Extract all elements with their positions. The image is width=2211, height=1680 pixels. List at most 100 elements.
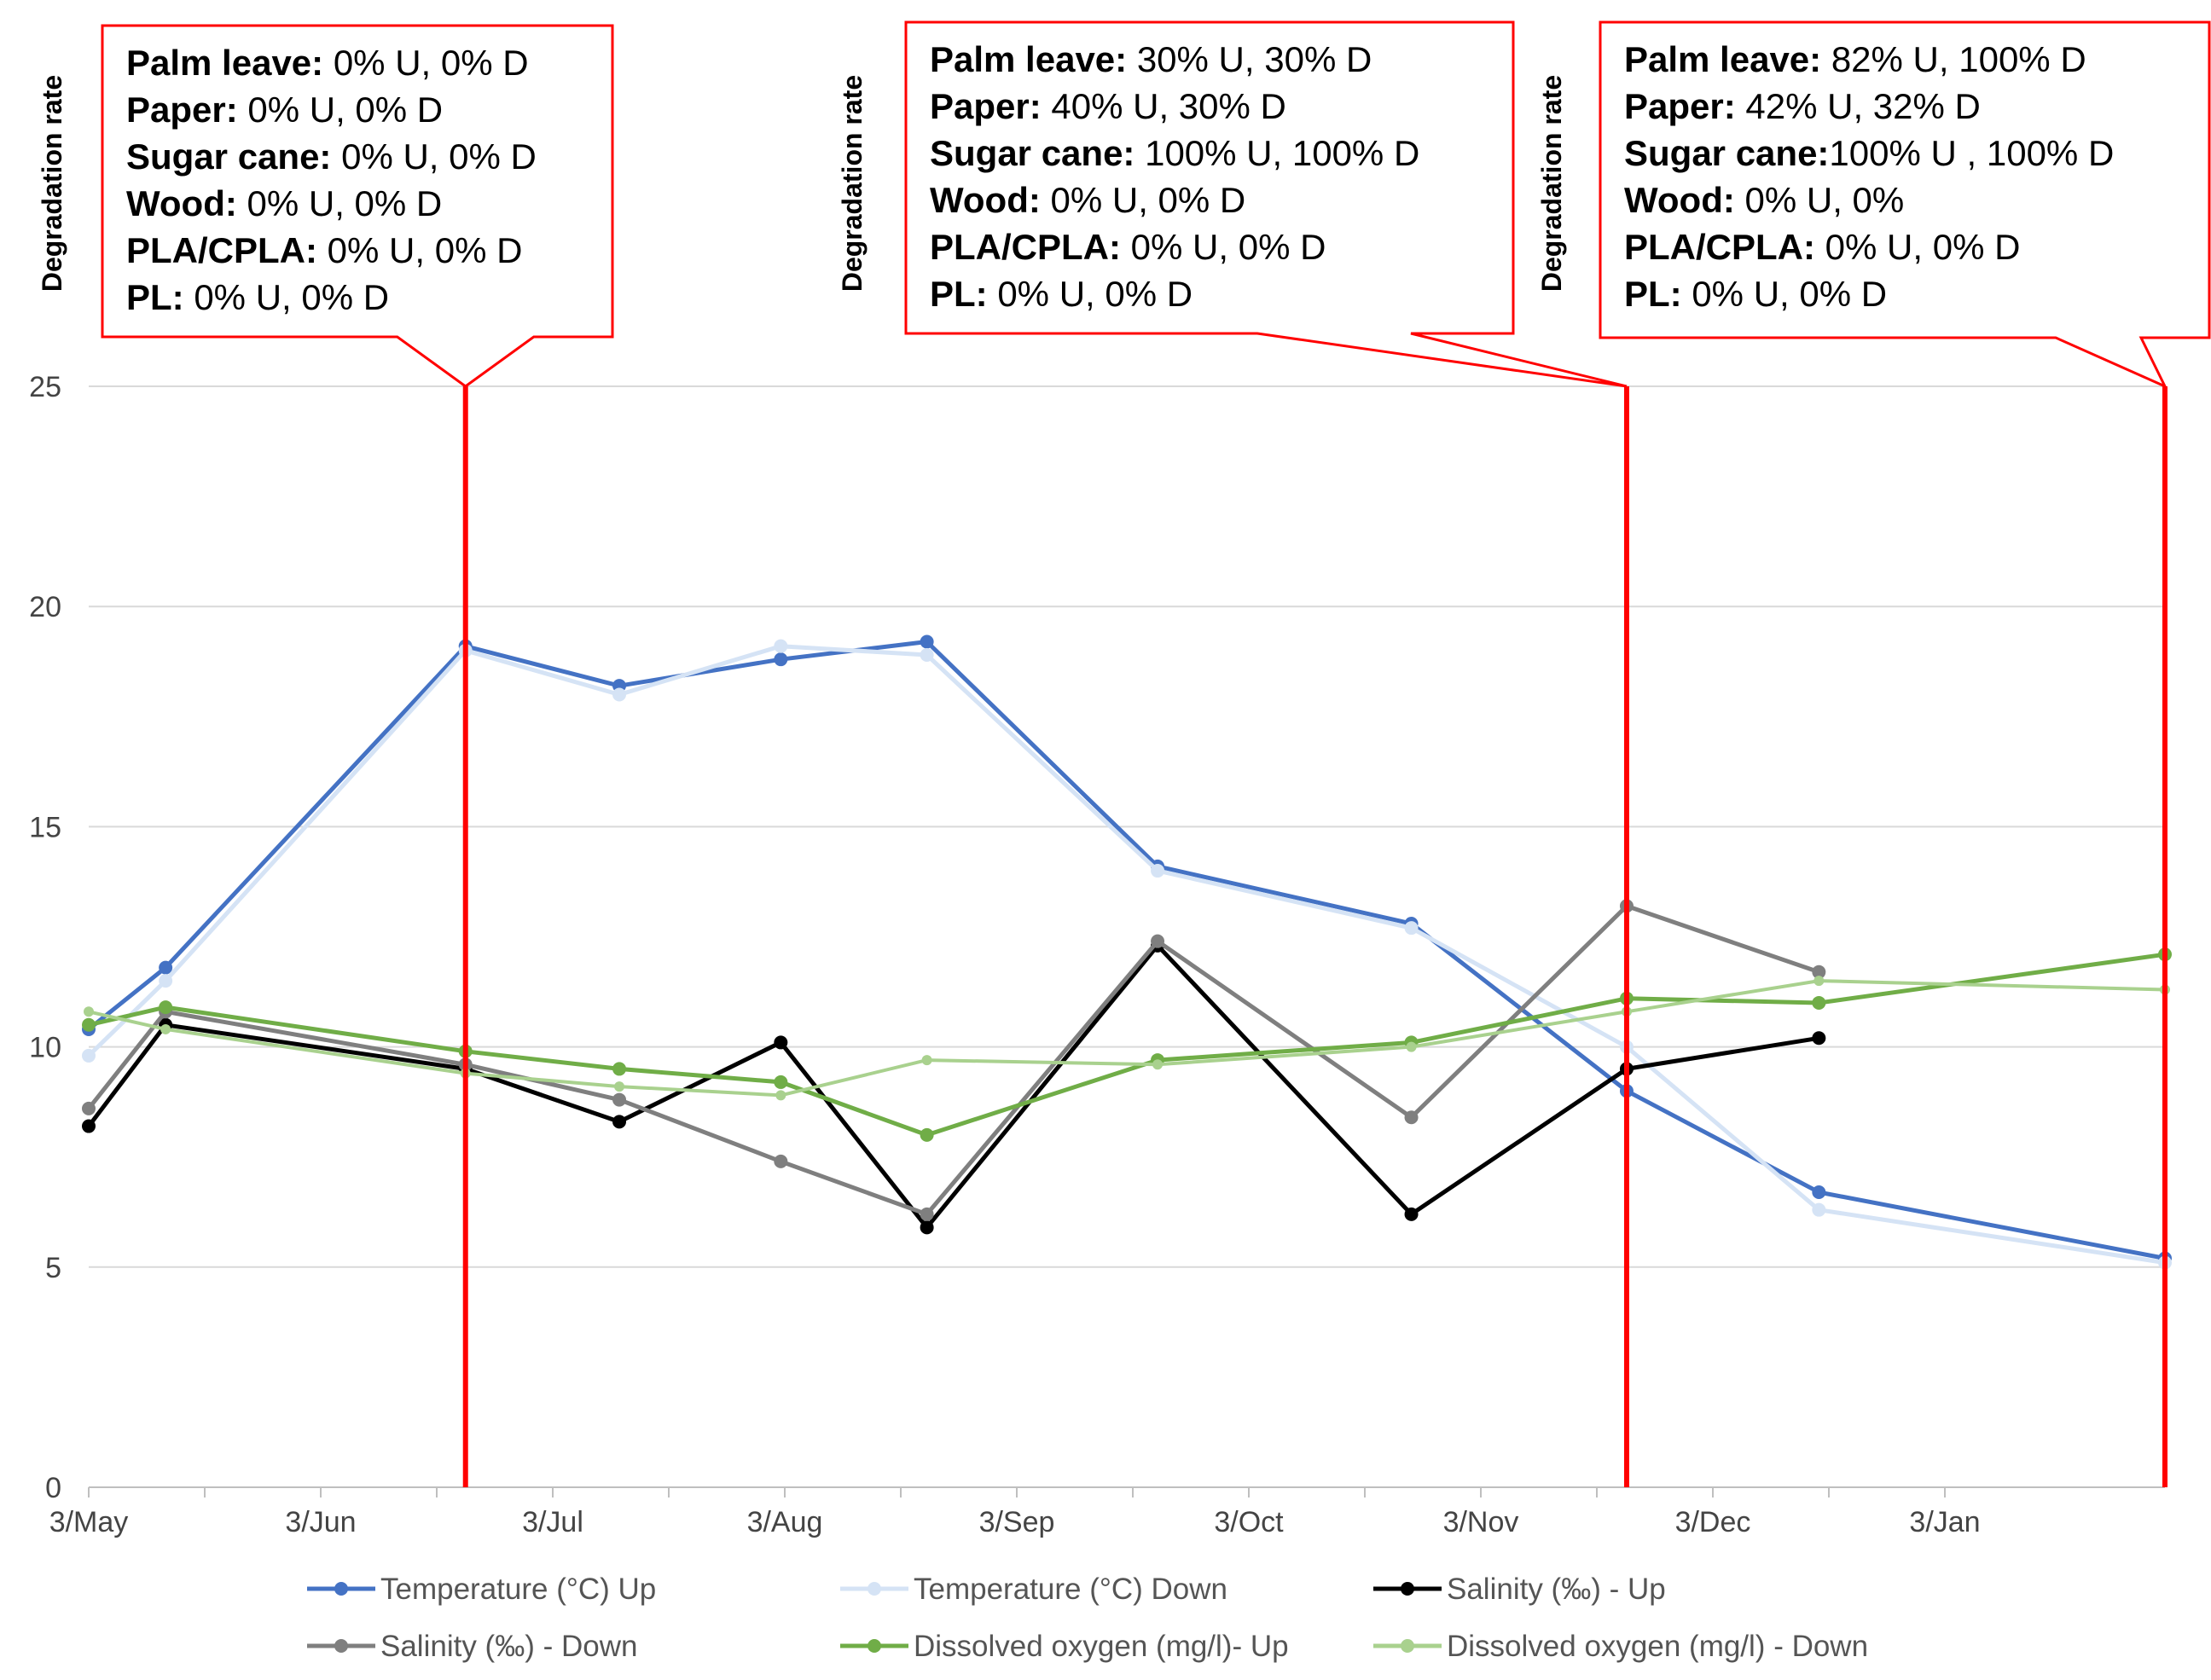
- data-point: [774, 639, 788, 653]
- data-point: [1404, 921, 1419, 936]
- y-tick-label: 20: [29, 591, 61, 623]
- annotation-line-value: 0% U, 0% D: [323, 43, 528, 83]
- data-point: [612, 1092, 627, 1107]
- x-tick-label: 3/Dec: [1675, 1506, 1751, 1538]
- annotation-line-value: 100% U, 100% D: [1135, 133, 1419, 173]
- data-point: [1404, 1207, 1419, 1221]
- legend-item: Temperature (°C) Down: [840, 1573, 1227, 1606]
- annotation-line-label: Sugar cane:: [930, 133, 1135, 173]
- data-point: [612, 1062, 627, 1076]
- data-point: [1406, 1041, 1417, 1052]
- legend-item: Salinity (‰) - Down: [307, 1630, 637, 1663]
- annotation-line-value: 0% U, 0% D: [1121, 227, 1326, 267]
- x-tick-label: 3/May: [49, 1506, 129, 1538]
- annotation-line: Palm leave: 82% U, 100% D: [1624, 39, 2086, 79]
- annotation-line-value: 0% U, 0% D: [238, 90, 443, 130]
- x-tick-label: 3/Oct: [1214, 1506, 1284, 1538]
- data-point: [921, 1055, 932, 1066]
- y-tick-label: 0: [45, 1472, 61, 1504]
- annotation-line: PL: 0% U, 0% D: [126, 277, 389, 317]
- legend-item: Dissolved oxygen (mg/l) - Down: [1373, 1630, 1868, 1663]
- y-tick-label: 15: [29, 811, 61, 843]
- annotation-line-value: 42% U, 32% D: [1736, 86, 1981, 126]
- data-point: [1812, 995, 1826, 1010]
- annotation-line: Palm leave: 0% U, 0% D: [126, 43, 529, 83]
- legend-swatch-marker: [868, 1582, 881, 1596]
- legend-label: Dissolved oxygen (mg/l) - Down: [1447, 1630, 1868, 1663]
- data-point: [160, 1023, 171, 1034]
- x-tick-label: 3/Jan: [1909, 1506, 1980, 1538]
- x-tick-label: 3/Jun: [285, 1506, 356, 1538]
- data-point: [82, 1101, 96, 1115]
- annotation-line: PLA/CPLA: 0% U, 0% D: [930, 227, 1326, 267]
- legend-item: Salinity (‰) - Up: [1373, 1573, 1666, 1606]
- annotation-line-value: 100% U , 100% D: [1829, 133, 2114, 173]
- annotation-line: PL: 0% U, 0% D: [1624, 274, 1887, 314]
- data-point: [159, 960, 173, 975]
- data-point: [920, 1207, 934, 1221]
- series-3: [82, 938, 1826, 1235]
- annotation-line-value: 0% U, 0% D: [988, 274, 1193, 314]
- data-point: [1151, 934, 1165, 948]
- legend: Temperature (°C) Up Temperature (°C) Down…: [307, 1573, 1868, 1663]
- data-point: [774, 1075, 788, 1089]
- annotation-line-value: 0% U, 0% D: [237, 183, 442, 223]
- annotation-line: PLA/CPLA: 0% U, 0% D: [1624, 227, 2020, 267]
- series-line: [87, 943, 1819, 1230]
- axes: 0 5 10 15 20 25 3/May 3/Jun 3/Jul 3/Aug 3/Sep 3/Oct…: [29, 371, 2165, 1538]
- data-point: [612, 1115, 627, 1129]
- annotation-line-value: 82% U, 100% D: [1821, 39, 2086, 79]
- legend-label: Temperature (°C) Down: [914, 1573, 1227, 1606]
- annotation-box: [904, 20, 1628, 388]
- data-point: [159, 974, 173, 988]
- annotation-line: Paper: 40% U, 30% D: [930, 86, 1286, 126]
- y-tick-label: 10: [29, 1032, 61, 1064]
- annotation-line-value: 30% U, 30% D: [1127, 39, 1372, 79]
- annotation-line-label: Palm leave:: [1624, 39, 1821, 79]
- legend-label: Temperature (°C) Up: [380, 1573, 656, 1606]
- annotation-line: Wood: 0% U, 0% D: [126, 183, 442, 223]
- annotation-line-label: PLA/CPLA:: [1624, 227, 1815, 267]
- annotation-line-label: Wood:: [1624, 180, 1735, 220]
- annotation-line-label: PL:: [930, 274, 988, 314]
- legend-swatch-marker: [334, 1582, 348, 1596]
- annotation-box: [101, 24, 614, 388]
- annotation-line-label: PL:: [1624, 274, 1682, 314]
- annotation-line-value: 0% U, 0% D: [317, 230, 522, 270]
- series-group: [82, 634, 2172, 1270]
- annotation-line: Sugar cane:100% U , 100% D: [1624, 133, 2114, 173]
- annotation-line: PLA/CPLA: 0% U, 0% D: [126, 230, 522, 270]
- data-point: [82, 1048, 96, 1063]
- annotation-2: Degradation rate Palm leave: 30% U, 30% D…: [837, 20, 1629, 1487]
- data-point: [159, 1000, 173, 1015]
- annotation-line-label: PLA/CPLA:: [126, 230, 317, 270]
- data-point: [774, 1154, 788, 1168]
- legend-swatch-marker: [334, 1639, 348, 1653]
- data-point: [920, 1127, 934, 1142]
- degradation-rate-label: Degradation rate: [37, 75, 67, 292]
- data-point: [82, 1017, 96, 1032]
- annotation-line: Wood: 0% U, 0% D: [930, 180, 1245, 220]
- legend-label: Salinity (‰) - Up: [1447, 1573, 1666, 1606]
- data-point: [1151, 864, 1165, 878]
- annotation-box: [1599, 20, 2211, 390]
- annotation-line: Sugar cane: 0% U, 0% D: [126, 136, 537, 177]
- data-point: [1813, 976, 1825, 987]
- data-point: [920, 634, 934, 649]
- annotation-line-label: Palm leave:: [930, 39, 1127, 79]
- data-point: [1812, 965, 1826, 979]
- annotation-line-label: Paper:: [126, 90, 238, 130]
- annotation-3: Degradation rate Palm leave: 82% U, 100% …: [1536, 20, 2211, 1487]
- annotation-line-label: Sugar cane:: [1624, 133, 1829, 173]
- annotation-line-value: 40% U, 30% D: [1042, 86, 1286, 126]
- annotation-line-label: PL:: [126, 277, 184, 317]
- legend-label: Salinity (‰) - Down: [380, 1630, 637, 1663]
- x-tick-label: 3/Jul: [522, 1506, 583, 1538]
- annotation-line: Palm leave: 30% U, 30% D: [930, 39, 1372, 79]
- series-2: [82, 639, 2172, 1270]
- degradation-rate-label: Degradation rate: [837, 75, 868, 292]
- data-point: [612, 687, 627, 702]
- x-tick-label: 3/Aug: [747, 1506, 823, 1538]
